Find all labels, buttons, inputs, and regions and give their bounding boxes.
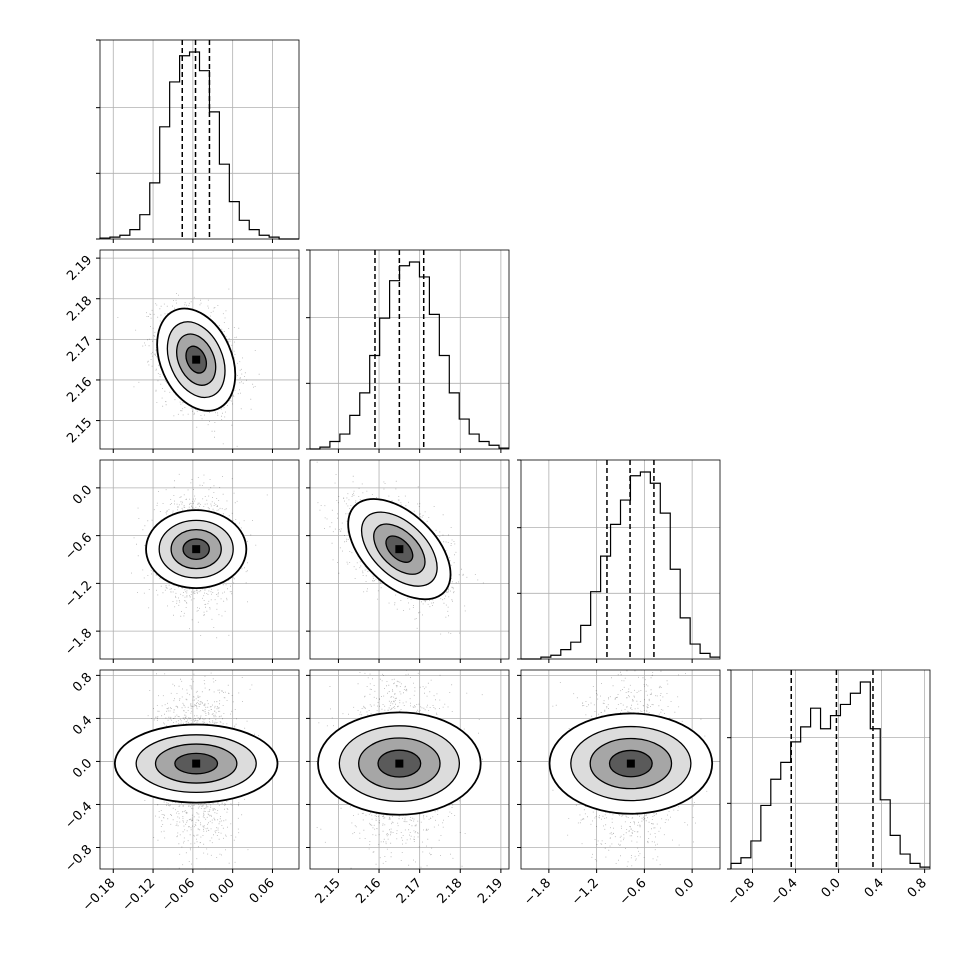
panel-frame <box>520 669 721 870</box>
x-tick-label: 0.00 <box>207 876 238 907</box>
y-tick-label: −1.2 <box>62 578 95 611</box>
x-tick-label: 2.16 <box>353 876 384 907</box>
hist-step <box>310 261 509 450</box>
density-peak <box>192 545 201 554</box>
y-tick-label: 2.19 <box>64 253 95 284</box>
y-tick-label: 2.18 <box>64 293 95 324</box>
x-tick-label: 0.06 <box>247 876 278 907</box>
hist-step <box>730 681 930 869</box>
panel-frame <box>520 459 721 660</box>
x-tick-label: −1.8 <box>521 876 554 909</box>
hist-panel-3 <box>727 669 931 873</box>
hist-panel-0 <box>96 39 300 243</box>
panel-frame <box>99 669 300 870</box>
panel-content <box>310 670 509 869</box>
x-tick-label: 0.4 <box>862 876 887 901</box>
pair-panel-2-3 <box>517 669 721 873</box>
y-tick-label: 0.4 <box>70 713 95 738</box>
pair-panel-0-3 <box>96 669 300 873</box>
panel-frame <box>730 669 931 870</box>
panel-frame <box>99 459 300 660</box>
x-tick-label: 2.18 <box>434 876 465 907</box>
scatter-points <box>117 288 260 447</box>
panel-bg <box>100 40 299 239</box>
y-tick-label: −0.4 <box>62 799 95 832</box>
x-tick-label: −0.18 <box>80 876 119 915</box>
density-peak <box>192 759 201 768</box>
panel-frame <box>309 669 510 870</box>
x-tick-label: 2.17 <box>394 876 425 907</box>
density-peak <box>626 759 635 768</box>
hist-panel-2 <box>517 459 721 663</box>
panel-content <box>100 670 299 869</box>
y-tick-label: 2.15 <box>64 415 95 446</box>
pair-panel-1-2 <box>306 459 510 663</box>
hist-step <box>99 51 299 240</box>
x-tick-label: 2.15 <box>313 876 344 907</box>
panel-frame <box>309 249 510 450</box>
y-tick-label: 0.0 <box>70 483 95 508</box>
x-tick-label: 0.0 <box>672 876 697 901</box>
y-tick-label: 0.0 <box>70 756 95 781</box>
y-tick-label: 2.17 <box>64 334 95 365</box>
x-tick-label: −0.06 <box>159 876 198 915</box>
panel-content <box>521 670 720 869</box>
y-tick-label: 0.8 <box>70 670 95 695</box>
density-peak <box>192 355 201 364</box>
x-tick-label: −0.12 <box>120 876 159 915</box>
y-tick-label: −1.8 <box>62 626 95 659</box>
density-peak <box>395 759 404 768</box>
x-tick-label: 0.8 <box>905 876 930 901</box>
pair-panel-1-3 <box>306 669 510 873</box>
density-peak <box>395 545 404 554</box>
x-tick-label: −0.4 <box>768 876 801 909</box>
panel-frame <box>99 39 300 240</box>
panel-frame <box>309 459 510 660</box>
pair-panel-0-2 <box>96 459 300 663</box>
panel-content <box>100 250 299 449</box>
y-tick-label: −0.6 <box>62 530 95 563</box>
panel-content <box>100 460 299 659</box>
x-tick-label: 2.19 <box>475 876 506 907</box>
panel-frame <box>99 249 300 450</box>
y-tick-label: 2.16 <box>64 375 95 406</box>
x-tick-label: 0.0 <box>819 876 844 901</box>
hist-step <box>521 471 720 660</box>
scatter-points <box>131 473 268 639</box>
x-tick-label: −0.8 <box>725 876 758 909</box>
panel-bg <box>521 460 720 659</box>
panel-bg <box>310 250 509 449</box>
hist-panel-1 <box>306 249 510 453</box>
pair-panel-0-1 <box>96 249 300 453</box>
x-tick-label: −1.2 <box>569 876 602 909</box>
y-tick-label: −0.8 <box>62 842 95 875</box>
panel-content <box>310 460 509 659</box>
x-tick-label: −0.6 <box>617 876 650 909</box>
